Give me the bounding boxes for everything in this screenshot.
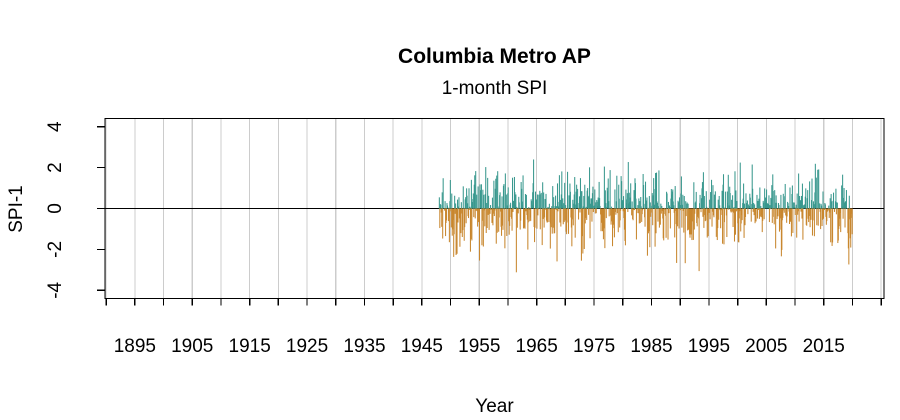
x-tick-label: 1935 bbox=[343, 336, 385, 357]
x-tick-label: 1925 bbox=[286, 336, 328, 357]
chart-subtitle: 1-month SPI bbox=[441, 78, 548, 99]
x-tick-label: 2015 bbox=[803, 336, 845, 357]
y-tick-label: -4 bbox=[45, 281, 66, 298]
x-tick-label: 1915 bbox=[229, 336, 271, 357]
y-tick-label: 2 bbox=[45, 162, 66, 173]
y-tick-label: 4 bbox=[45, 121, 66, 132]
x-axis-title: Year bbox=[475, 396, 514, 417]
x-tick-label: 1955 bbox=[458, 336, 500, 357]
x-tick-label: 1975 bbox=[573, 336, 615, 357]
y-tick-label: -2 bbox=[45, 241, 66, 258]
x-tick-label: 2005 bbox=[745, 336, 787, 357]
x-tick-label: 1995 bbox=[688, 336, 730, 357]
x-tick-label: 1895 bbox=[114, 336, 156, 357]
x-tick-label: 1905 bbox=[171, 336, 213, 357]
x-tick-label: 1965 bbox=[516, 336, 558, 357]
x-tick-label: 1945 bbox=[401, 336, 443, 357]
chart-title: Columbia Metro AP bbox=[398, 45, 591, 68]
x-tick-label: 1985 bbox=[630, 336, 672, 357]
y-tick-label: 0 bbox=[45, 203, 66, 214]
